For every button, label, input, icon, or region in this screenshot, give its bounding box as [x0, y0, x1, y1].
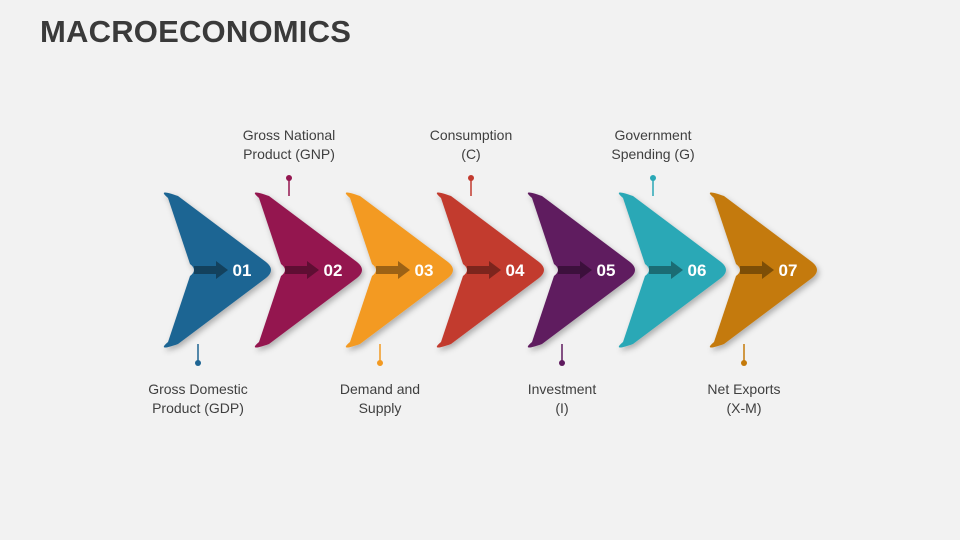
connector-dot-04 [468, 175, 474, 181]
step-label-line1: Investment [527, 381, 597, 397]
step-label-01: Gross Domestic Product (GDP) [118, 380, 278, 418]
chevron-step-01: 01 [163, 192, 271, 348]
step-label-03: Demand and Supply [300, 380, 460, 418]
step-label-07: Net Exports (X-M) [664, 380, 824, 418]
step-label-line2: (X-M) [726, 400, 762, 416]
step-number-07: 07 [779, 261, 798, 280]
step-label-02: Gross National Product (GNP) [209, 126, 369, 164]
chevron-step-07: 07 [709, 192, 817, 348]
step-label-line2: Supply [358, 400, 402, 416]
chevron-step-05: 05 [527, 192, 635, 348]
chevron-step-03: 03 [345, 192, 453, 348]
step-label-line2: (C) [461, 146, 481, 162]
connector-dot-01 [195, 360, 201, 366]
step-label-line1: Net Exports [707, 381, 781, 397]
arrow-icon [558, 261, 592, 279]
connector-dot-07 [741, 360, 747, 366]
step-label-line2: Product (GDP) [152, 400, 244, 416]
step-label-line1: Gross Domestic [148, 381, 248, 397]
step-label-line1: Gross National [242, 127, 336, 143]
page-title: MACROECONOMICS [40, 14, 352, 49]
arrow-icon [740, 261, 774, 279]
connector-dot-03 [377, 360, 383, 366]
step-label-06: Government Spending (G) [573, 126, 733, 164]
step-number-06: 06 [688, 261, 707, 280]
connector-dot-05 [559, 360, 565, 366]
arrow-icon [194, 261, 228, 279]
step-number-04: 04 [506, 261, 525, 280]
step-label-line1: Consumption [429, 127, 513, 143]
arrow-icon [376, 261, 410, 279]
step-label-05: Investment (I) [482, 380, 642, 418]
step-number-01: 01 [233, 261, 252, 280]
step-number-03: 03 [415, 261, 434, 280]
step-label-line1: Government [614, 127, 692, 143]
step-label-04: Consumption (C) [391, 126, 551, 164]
arrow-icon [649, 261, 683, 279]
step-number-05: 05 [597, 261, 616, 280]
chevron-step-02: 02 [254, 192, 362, 348]
step-number-02: 02 [324, 261, 343, 280]
connector-dot-06 [650, 175, 656, 181]
step-label-line1: Demand and [339, 381, 421, 397]
arrow-icon [285, 261, 319, 279]
step-label-line2: Spending (G) [611, 146, 695, 162]
step-label-line2: Product (GNP) [243, 146, 335, 162]
arrow-icon [467, 261, 501, 279]
chevron-step-06: 06 [618, 192, 726, 348]
connector-dot-02 [286, 175, 292, 181]
chevron-step-04: 04 [436, 192, 544, 348]
step-label-line2: (I) [555, 400, 569, 416]
